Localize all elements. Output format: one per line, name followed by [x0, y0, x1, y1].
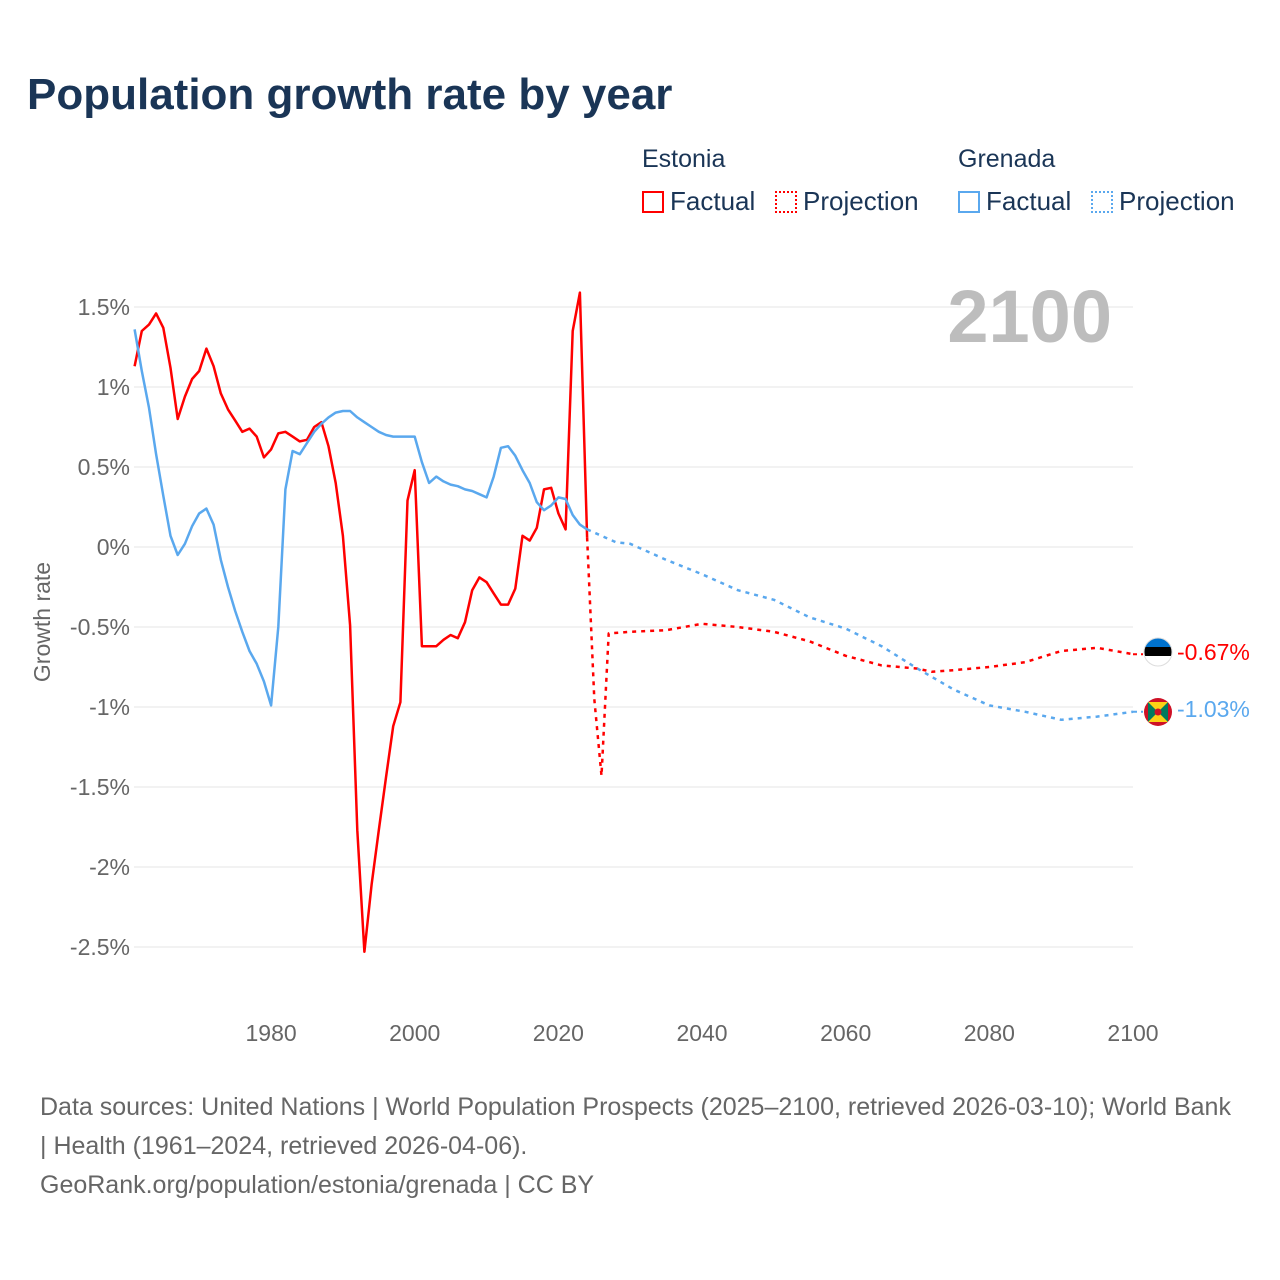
y-tick-label: 0%	[97, 534, 130, 560]
attribution-link[interactable]: GeoRank.org/population/estonia/grenada |…	[40, 1171, 595, 1199]
estonia-projection-line	[585, 537, 1134, 778]
legend-label: Projection	[803, 186, 919, 216]
dotted-swatch-icon	[1091, 190, 1113, 213]
estonia-end-label: -0.67%	[1177, 639, 1250, 665]
x-tick-label: 2020	[533, 1020, 584, 1046]
y-tick-label: 1.5%	[78, 294, 130, 320]
x-tick-label: 1980	[245, 1020, 296, 1046]
y-tick-label: -2%	[89, 854, 130, 880]
y-tick-label: -2.5%	[70, 934, 130, 960]
data-sources-text: Data sources: United Nations | World Pop…	[40, 1093, 1231, 1160]
source-note: Data sources: United Nations | World Pop…	[40, 1088, 1240, 1205]
legend-grenada-factual[interactable]: Factual	[958, 186, 1071, 217]
grenada-end-label: -1.03%	[1177, 696, 1250, 722]
year-label: 2100	[947, 275, 1112, 358]
x-tick-label: 2080	[964, 1020, 1015, 1046]
grenada-flag-icon	[1144, 698, 1172, 726]
y-tick-label: -1%	[89, 694, 130, 720]
grenada-factual-line	[133, 329, 588, 707]
legend-label: Factual	[670, 186, 756, 216]
legend-group-grenada: Grenada	[958, 145, 1056, 173]
legend-group-estonia: Estonia	[642, 145, 726, 173]
solid-swatch-icon	[642, 190, 664, 213]
grenada-projection-line	[586, 528, 1134, 722]
y-axis-label: Growth rate	[29, 562, 55, 682]
x-tick-label: 2040	[676, 1020, 727, 1046]
estonia-factual-line	[133, 291, 589, 954]
legend-label: Factual	[986, 186, 1072, 216]
y-tick-label: -1.5%	[70, 774, 130, 800]
legend-estonia-projection[interactable]: Projection	[775, 186, 919, 217]
legend-label: Projection	[1119, 186, 1235, 216]
dotted-swatch-icon	[775, 190, 797, 213]
x-tick-label: 2060	[820, 1020, 871, 1046]
line-chart: 1.5% 1% 0.5% 0% -0.5% -1% -1.5% -2% -2.5% 1980 200…	[29, 275, 1250, 1046]
legend-estonia-factual[interactable]: Factual	[642, 186, 755, 217]
legend-grenada-projection[interactable]: Projection	[1091, 186, 1235, 217]
chart-title: Population growth rate by year	[27, 70, 673, 119]
x-tick-label: 2100	[1107, 1020, 1158, 1046]
solid-swatch-icon	[958, 190, 980, 213]
estonia-flag-icon	[1143, 637, 1173, 667]
x-tick-label: 2000	[389, 1020, 440, 1046]
y-tick-label: -0.5%	[70, 614, 130, 640]
y-tick-label: 0.5%	[78, 454, 130, 480]
y-tick-label: 1%	[97, 374, 130, 400]
